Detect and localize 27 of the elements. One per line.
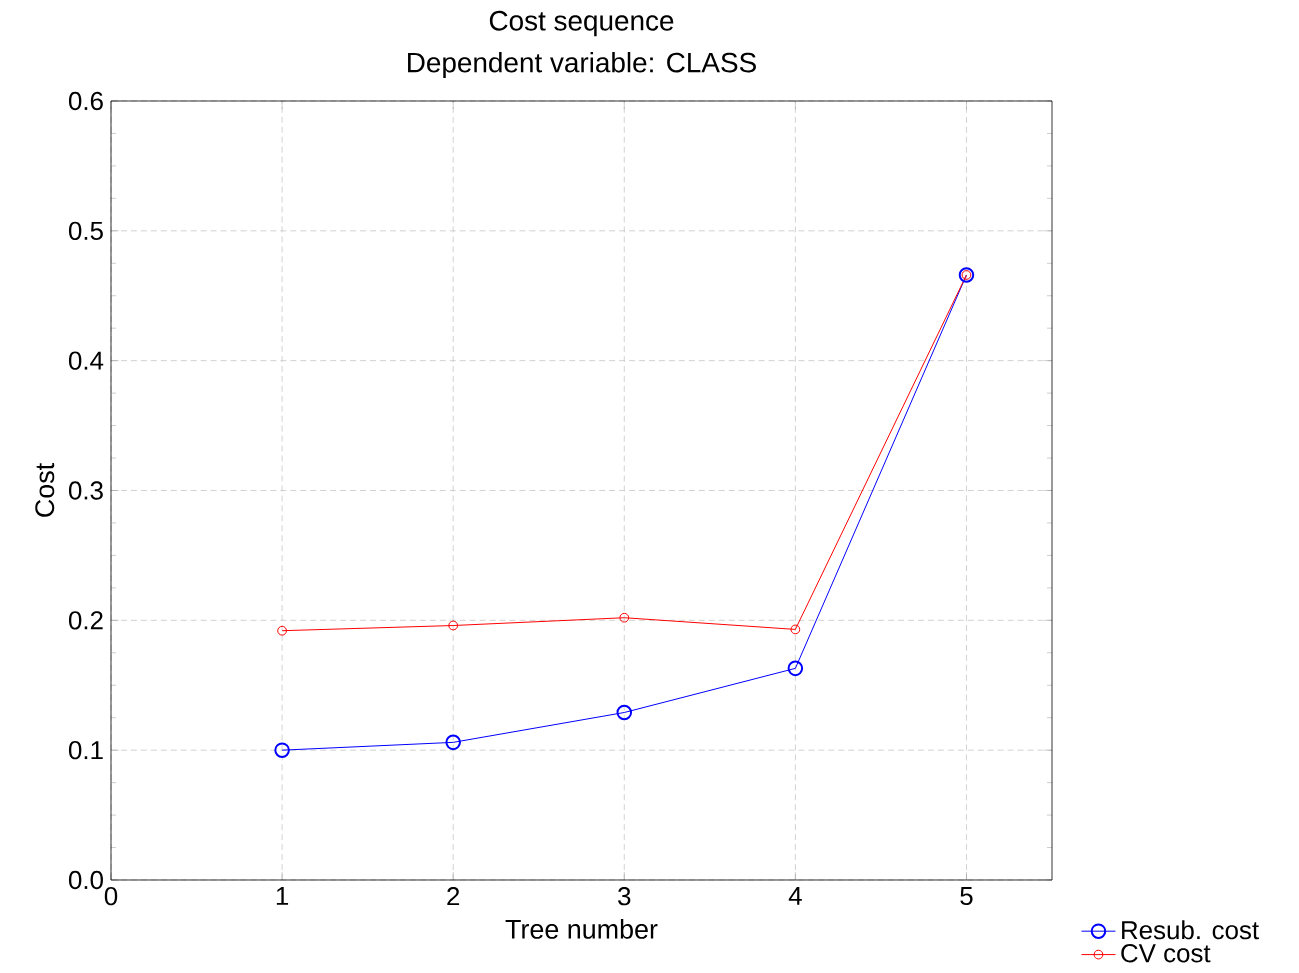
y-tick-label: 0.6 bbox=[68, 91, 103, 111]
point bbox=[619, 612, 630, 623]
x-axis-title: Tree number bbox=[505, 919, 658, 939]
point bbox=[616, 704, 633, 721]
legend-label: CV cost bbox=[1121, 943, 1211, 963]
x-tick-label: 1 bbox=[276, 886, 289, 905]
x-tick-label: 4 bbox=[788, 886, 802, 905]
point bbox=[274, 742, 290, 758]
y-tick-label: 0.1 bbox=[68, 740, 103, 760]
point bbox=[445, 734, 461, 751]
y-axis-title: Cost bbox=[35, 462, 55, 517]
y-tick-label: 0.4 bbox=[68, 351, 104, 370]
chart-title: Cost sequence bbox=[489, 10, 674, 37]
point bbox=[277, 625, 287, 636]
point bbox=[790, 624, 801, 635]
y-tick-label: 0.0 bbox=[68, 870, 103, 890]
point bbox=[787, 660, 804, 677]
y-tick-label: 0.3 bbox=[68, 481, 103, 500]
x-tick-label: 5 bbox=[960, 886, 973, 906]
x-tick-label: 0 bbox=[104, 886, 118, 906]
chart-subtitle: Dependent variable: CLASS bbox=[408, 51, 756, 78]
point bbox=[448, 620, 459, 631]
x-tick-label: 3 bbox=[618, 886, 631, 906]
y-tick-label: 0.2 bbox=[68, 611, 103, 630]
x-tick-label: 2 bbox=[447, 886, 460, 906]
legend-label: Resub. cost bbox=[1122, 920, 1259, 940]
y-tick-label: 0.5 bbox=[68, 221, 103, 240]
